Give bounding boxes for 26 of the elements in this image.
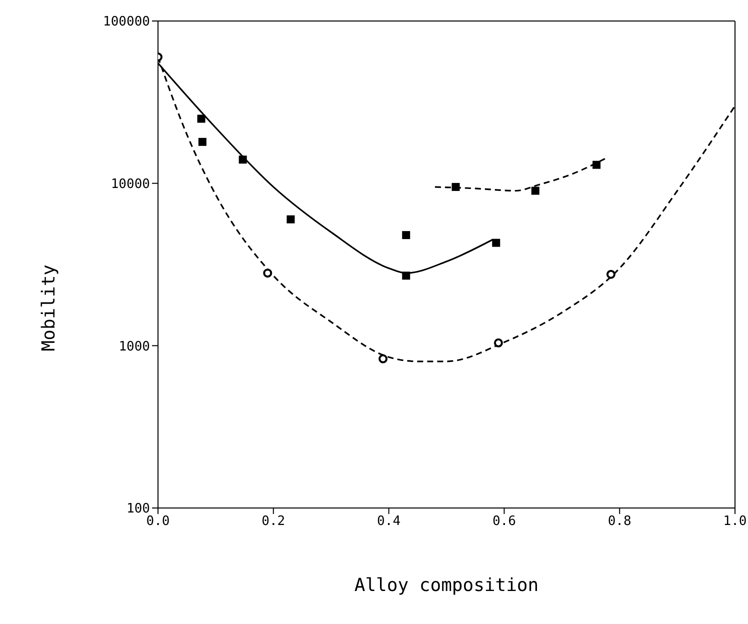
point [197,114,206,123]
y-tick-label: 1000 [118,339,150,354]
x-tick-label: 0.4 [377,514,401,530]
point [531,186,540,195]
point [378,354,388,364]
point [238,156,247,164]
point [286,215,295,224]
point [402,231,410,240]
point [592,160,601,169]
x-tick-label: 0.8 [608,514,632,530]
point [402,272,410,280]
x-tick-label: 0.6 [492,514,516,530]
point [263,268,272,278]
point [494,338,503,348]
y-tick-label: 10000 [110,176,150,192]
point [492,238,500,247]
y-tick-label: 100 [126,502,150,517]
point [606,270,616,279]
y-axis-title: Mobility [38,264,60,352]
point [452,182,460,191]
x-tick-label: 0.0 [146,514,170,530]
y-tick-label: 100000 [103,14,150,30]
x-tick-label: 1.0 [723,514,747,530]
x-tick-label: 0.2 [262,514,286,530]
point [198,138,206,146]
x-axis-title: Alloy composition [354,574,539,596]
